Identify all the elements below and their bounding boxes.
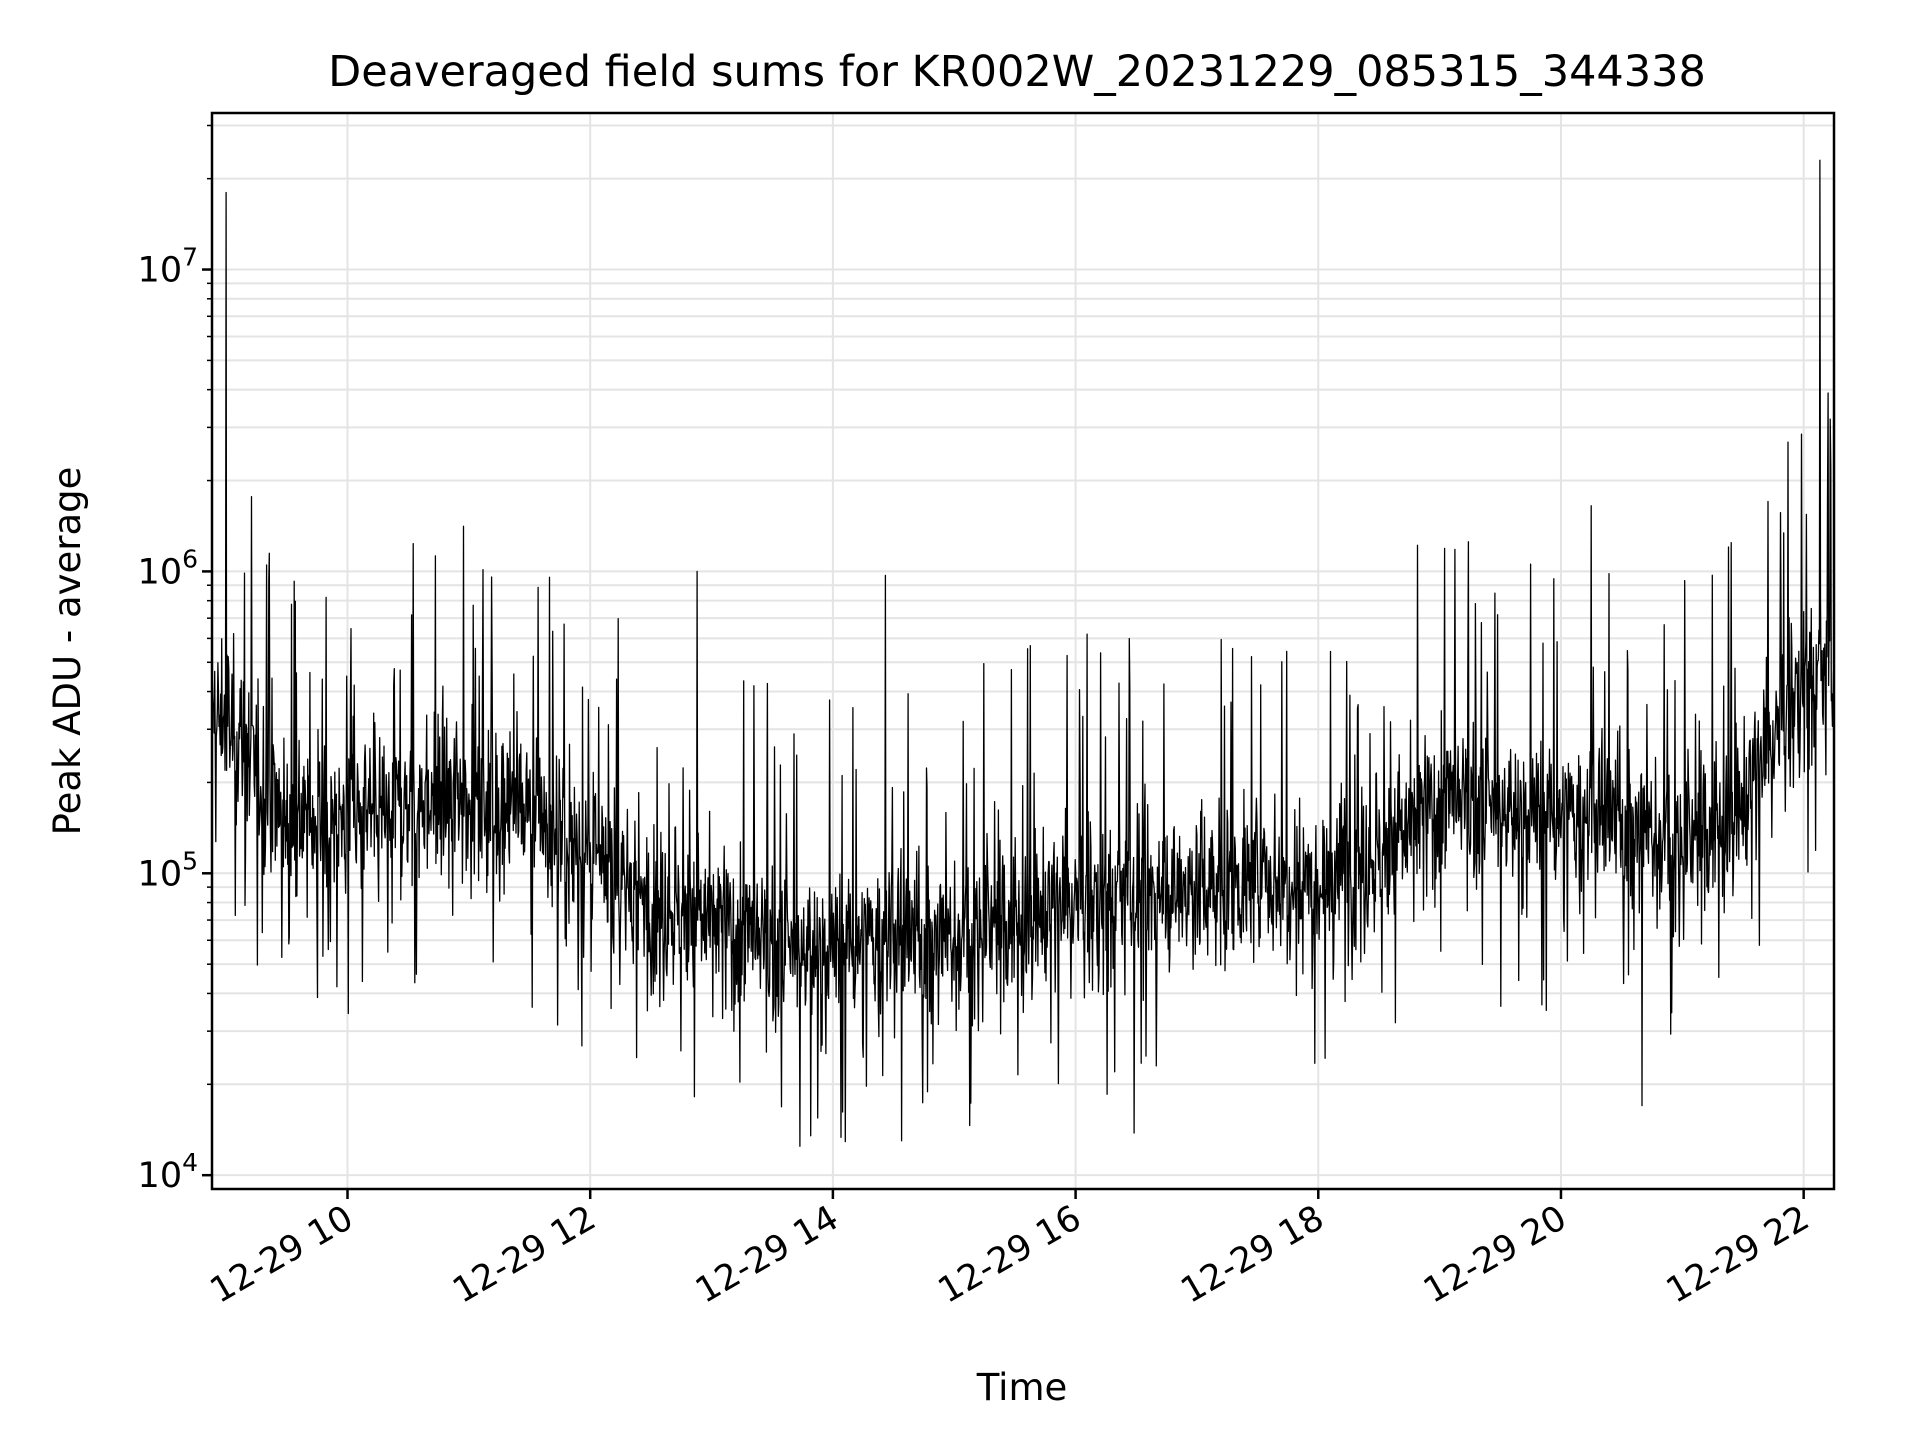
series-line [211, 159, 1835, 1147]
y-tick-label: 104 [138, 1148, 198, 1196]
y-tick-base: 10 [138, 854, 183, 894]
y-tick-label: 106 [138, 544, 198, 592]
y-tick-exponent: 6 [182, 544, 198, 573]
x-axis-label: Time [976, 1366, 1068, 1409]
chart-title: Deaveraged field sums for KR002W_2023122… [328, 47, 1706, 97]
y-tick-label: 107 [138, 243, 198, 291]
y-tick-base: 10 [138, 251, 183, 291]
series-layer [211, 159, 1835, 1147]
y-axis-label: Peak ADU - average [46, 467, 89, 836]
y-tick-base: 10 [138, 552, 183, 592]
y-tick-exponent: 4 [182, 1148, 198, 1177]
y-tick-exponent: 5 [182, 846, 198, 875]
y-tick-label: 105 [138, 846, 198, 894]
y-tick-base: 10 [138, 1156, 183, 1196]
y-tick-exponent: 7 [182, 243, 198, 272]
plot-frame [210, 111, 1836, 1191]
